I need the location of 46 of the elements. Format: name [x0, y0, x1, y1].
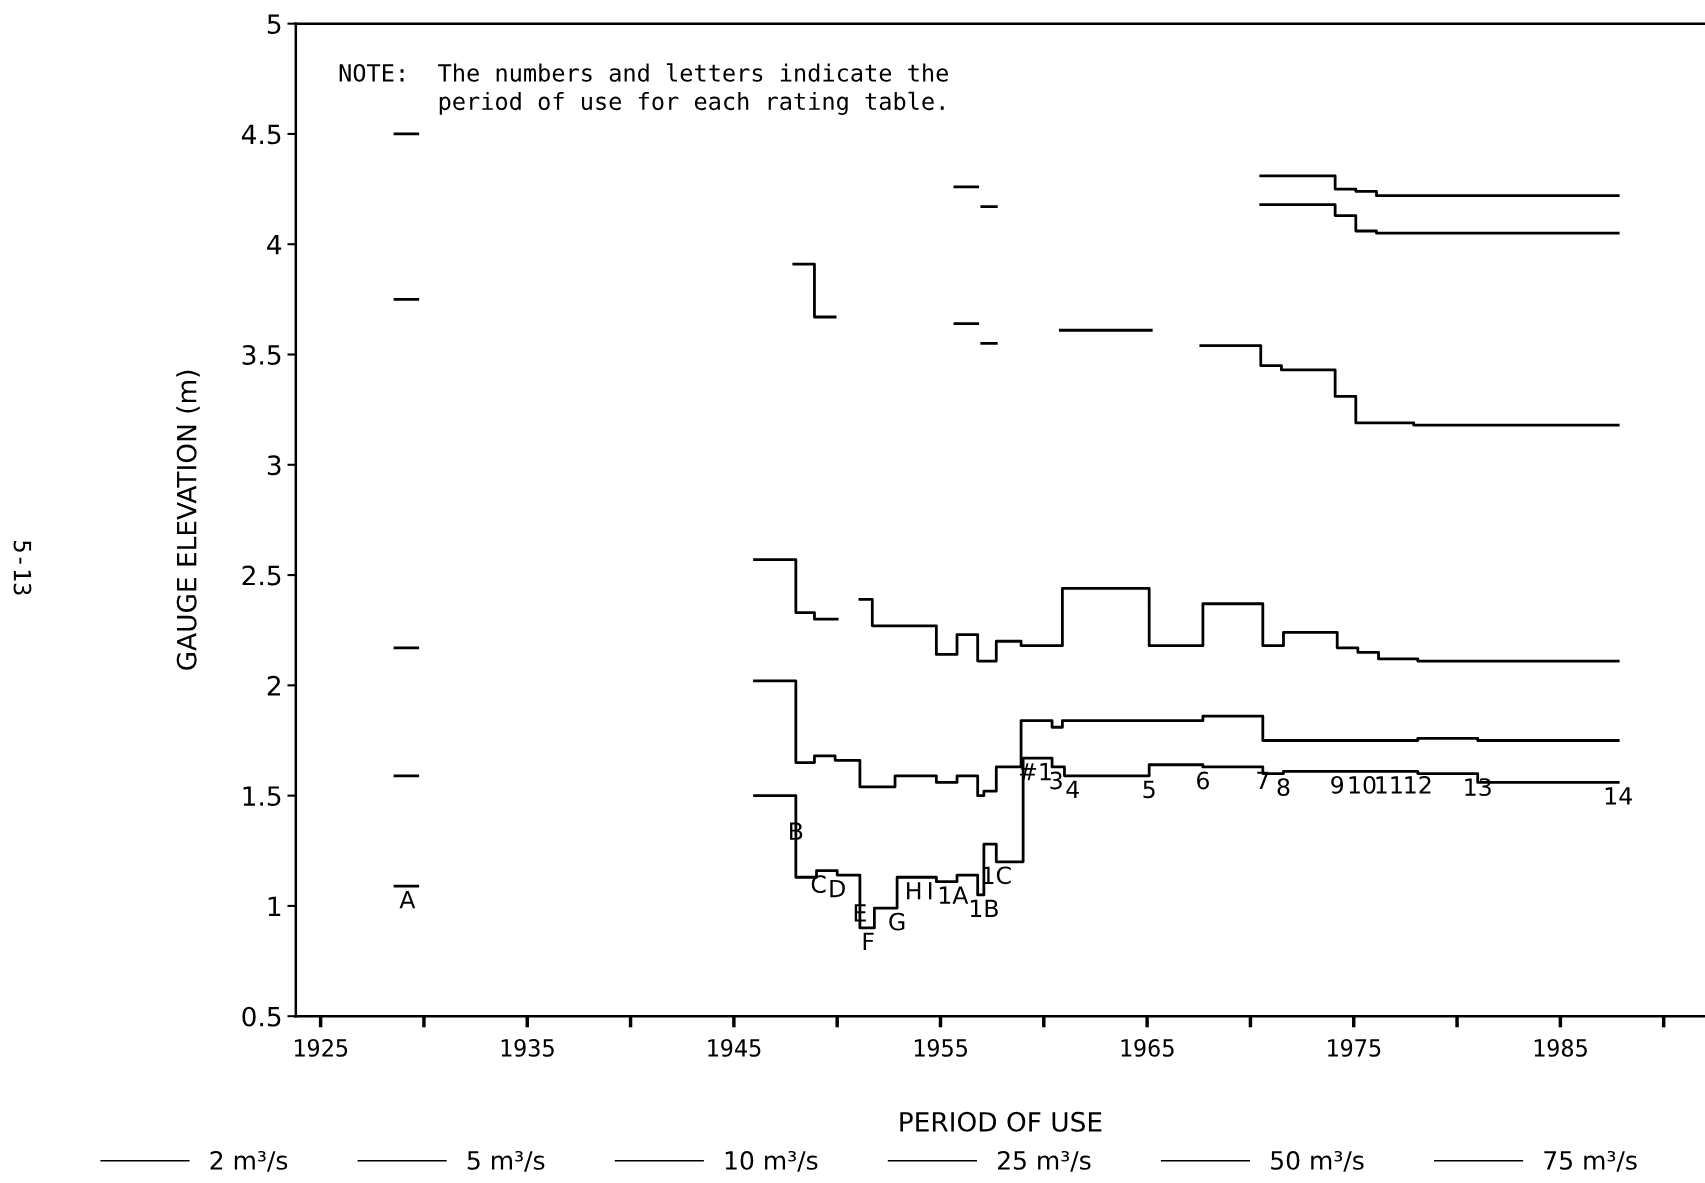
x-tick-label: 1965 — [1121, 1038, 1174, 1057]
annotation: 1A — [939, 886, 969, 904]
y-tick-label: 4.5 — [241, 124, 281, 145]
y-tick-label: 2.5 — [242, 565, 281, 586]
x-tick-label: 1975 — [1328, 1038, 1381, 1057]
x-tick-label: 1935 — [501, 1038, 554, 1057]
legend-label: 50 m³/s — [1271, 1150, 1364, 1172]
annotation: 3 — [1050, 771, 1062, 790]
y-tick-label: 1 — [268, 896, 281, 916]
annotation: 8 — [1277, 778, 1290, 797]
y-tick-label: 5 — [267, 14, 281, 35]
annotation: 11 — [1376, 776, 1402, 794]
y-tick-label: 2 — [267, 675, 280, 696]
y-tick-label: 3.5 — [242, 344, 281, 365]
annotation: 12 — [1405, 775, 1431, 794]
annotation: 9 — [1331, 775, 1344, 794]
annotation: F — [863, 932, 874, 951]
annotation: I — [928, 882, 932, 900]
x-tick-label: 1925 — [295, 1038, 348, 1057]
annotation: 6 — [1197, 771, 1209, 790]
annotation: 14 — [1605, 787, 1632, 805]
legend-label: 25 m³/s — [997, 1150, 1091, 1172]
annotation: H — [907, 882, 921, 900]
annotation: 13 — [1465, 778, 1491, 797]
text: 5-13 — [13, 541, 32, 595]
y-tick-label: 0.5 — [242, 1006, 281, 1027]
y-tick-label: 3 — [267, 455, 281, 476]
annotation: 5 — [1143, 780, 1155, 799]
annotation: 10 — [1349, 775, 1376, 794]
annotation: G — [889, 912, 905, 931]
annotation: 1B — [970, 899, 998, 917]
legend-label: 10 m³/s — [725, 1150, 818, 1172]
legend-label: 5 m³/s — [467, 1150, 545, 1172]
y-tick-label: 1.5 — [243, 786, 281, 807]
x-tick-label: 1955 — [914, 1038, 968, 1057]
annotation: NOTE: The numbers and letters indicate the period of use for each rating table. — [339, 63, 948, 115]
annotation: A — [399, 890, 416, 909]
x-tick-label: 1945 — [708, 1038, 761, 1057]
legend-label: 75 m³/s — [1544, 1150, 1637, 1172]
x-tick-label: 1985 — [1534, 1038, 1587, 1057]
legend-label: 2 m³/s — [210, 1150, 288, 1172]
x-axis-title: PERIOD OF USE — [900, 1111, 1102, 1132]
annotation: D — [830, 879, 845, 898]
annotation: 4 — [1066, 780, 1079, 798]
y-axis-title: GAUGE ELEVATION (m) — [176, 370, 200, 670]
y-tick-label: 4 — [267, 235, 282, 255]
